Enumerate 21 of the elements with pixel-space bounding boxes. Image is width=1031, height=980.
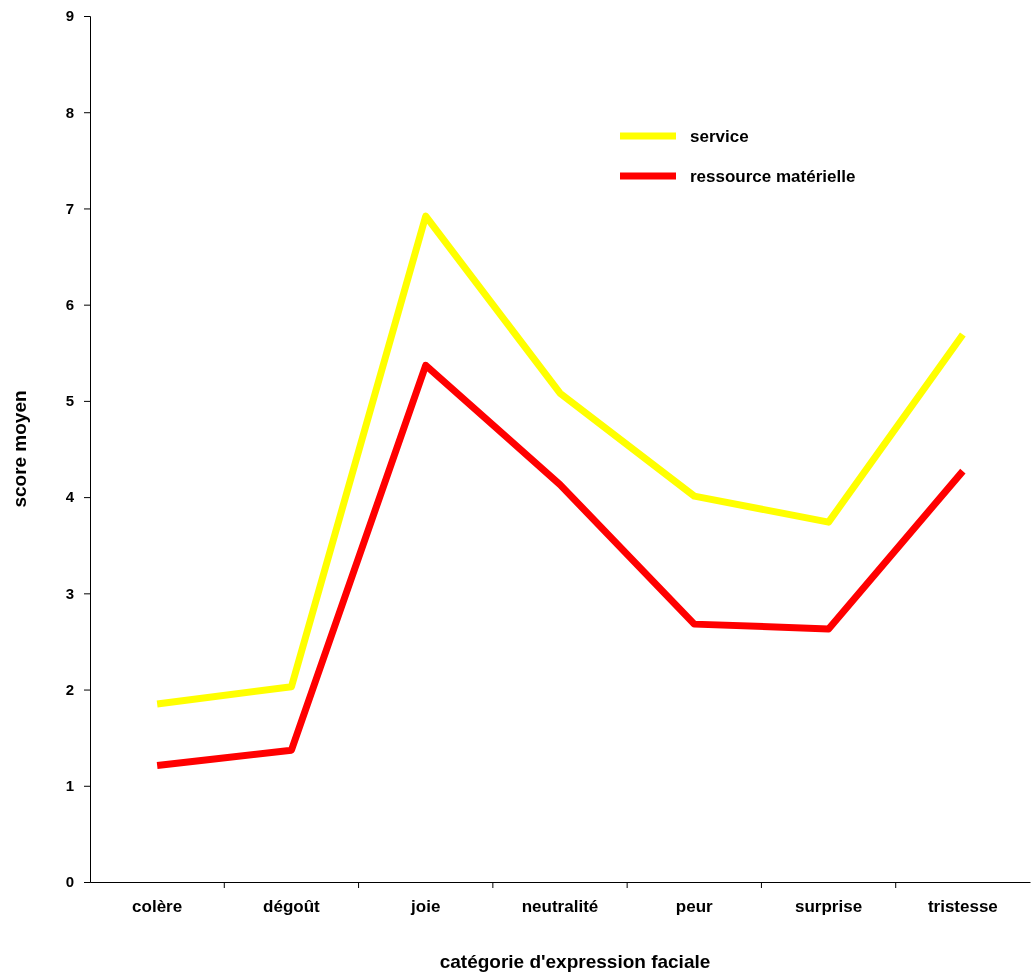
y-tick-label: 3 [65, 584, 74, 602]
y-axis-title: score moyen [9, 390, 30, 508]
y-tick-label: 9 [65, 7, 74, 25]
x-axis-title: catégorie d'expression faciale [439, 951, 711, 972]
y-tick-label: 0 [65, 873, 74, 891]
x-tick-label: peur [675, 897, 714, 917]
y-tick-label: 1 [65, 777, 74, 795]
y-tick-label: 6 [65, 295, 74, 313]
x-tick-label: dégoût [263, 897, 321, 917]
y-tick-label: 4 [65, 488, 75, 506]
y-tick-label: 5 [65, 392, 74, 410]
y-tick-label: 2 [65, 680, 74, 698]
y-tick-label: 7 [65, 199, 74, 217]
x-tick-label: surprise [795, 897, 863, 917]
legend-label: ressource matérielle [690, 167, 856, 186]
y-tick-label: 8 [65, 103, 74, 121]
x-tick-label: neutralité [521, 897, 599, 917]
x-tick-label: tristesse [927, 897, 998, 917]
x-tick-label: colère [132, 897, 183, 917]
legend-label: service [690, 127, 749, 146]
x-tick-label: joie [410, 897, 441, 917]
